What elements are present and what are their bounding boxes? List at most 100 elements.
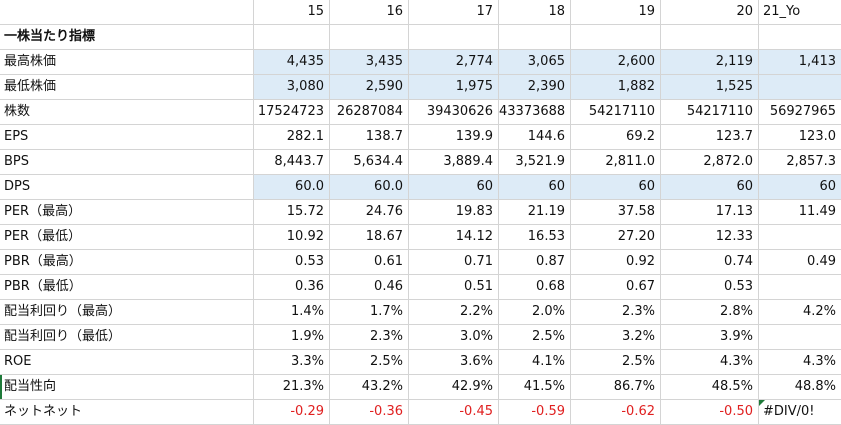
row-label[interactable]: ROE [0, 350, 254, 374]
value-cell[interactable]: 2,390 [499, 75, 571, 99]
value-cell[interactable]: 2,590 [330, 75, 409, 99]
value-cell[interactable]: -0.50 [661, 400, 759, 424]
value-cell[interactable]: -0.36 [330, 400, 409, 424]
row-label[interactable]: 配当利回り（最低） [0, 325, 254, 349]
value-cell[interactable]: -0.59 [499, 400, 571, 424]
value-cell[interactable]: 1,975 [409, 75, 499, 99]
header-cell[interactable]: 21_Yo [763, 4, 801, 19]
value-cell[interactable]: 3,065 [499, 50, 571, 74]
value-cell[interactable]: 21.19 [499, 200, 571, 224]
value-cell[interactable]: 123.0 [798, 129, 836, 144]
value-cell[interactable]: 1.7% [330, 300, 409, 324]
empty-cell[interactable] [409, 25, 499, 49]
value-cell[interactable]: 60.0 [330, 175, 409, 199]
value-cell[interactable]: 19.83 [409, 200, 499, 224]
value-cell[interactable]: 3.3% [254, 350, 330, 374]
value-cell[interactable]: 12.33 [661, 225, 759, 249]
row-label[interactable]: 最低株価 [0, 75, 254, 99]
value-cell[interactable]: 54217110 [571, 100, 661, 124]
value-cell[interactable]: 17524723 [254, 100, 330, 124]
value-cell[interactable]: 282.1 [254, 125, 330, 149]
value-cell[interactable]: 1,525 [661, 75, 759, 99]
value-cell[interactable]: 4.2% [802, 304, 836, 319]
value-cell[interactable]: 3.9% [661, 325, 759, 349]
value-cell[interactable]: 0.74 [661, 250, 759, 274]
value-cell[interactable]: 0.46 [330, 275, 409, 299]
header-cell[interactable]: 17 [409, 0, 499, 24]
value-cell[interactable]: 0.49 [807, 254, 836, 269]
value-cell[interactable]: 0.61 [330, 250, 409, 274]
empty-cell[interactable] [254, 25, 330, 49]
value-cell[interactable]: 10.92 [254, 225, 330, 249]
value-cell[interactable]: 0.67 [571, 275, 661, 299]
value-cell[interactable]: 4.3% [661, 350, 759, 374]
value-cell[interactable]: 42.9% [409, 375, 499, 399]
value-cell[interactable] [759, 225, 841, 249]
value-cell[interactable]: 2,872.0 [661, 150, 759, 174]
value-cell[interactable]: 4.3% [802, 354, 836, 369]
value-cell[interactable]: 15.72 [254, 200, 330, 224]
value-cell[interactable]: 26287084 [330, 100, 409, 124]
value-cell[interactable]: 2,811.0 [571, 150, 661, 174]
header-cell[interactable]: 16 [330, 0, 409, 24]
value-cell[interactable]: 48.5% [661, 375, 759, 399]
value-cell[interactable]: 56927965 [769, 104, 836, 119]
value-cell[interactable]: 0.36 [254, 275, 330, 299]
value-cell[interactable]: 4.1% [499, 350, 571, 374]
empty-cell[interactable] [661, 25, 759, 49]
value-cell[interactable]: 3,521.9 [499, 150, 571, 174]
row-label[interactable]: 配当性向 [0, 375, 254, 399]
value-cell[interactable]: 60 [661, 175, 759, 199]
value-cell[interactable]: 3.6% [409, 350, 499, 374]
value-cell[interactable]: 3,080 [254, 75, 330, 99]
value-cell[interactable]: 60.0 [254, 175, 330, 199]
value-cell[interactable]: 0.53 [254, 250, 330, 274]
value-cell[interactable]: 2.5% [330, 350, 409, 374]
row-label[interactable]: PBR（最低） [0, 275, 254, 299]
value-cell[interactable]: 27.20 [571, 225, 661, 249]
value-cell[interactable]: 0.71 [409, 250, 499, 274]
row-label[interactable]: DPS [0, 175, 254, 199]
value-cell[interactable]: 123.7 [661, 125, 759, 149]
value-cell[interactable]: 2.5% [571, 350, 661, 374]
value-cell[interactable]: 2,600 [571, 50, 661, 74]
value-cell[interactable]: 1,413 [759, 50, 841, 74]
row-label[interactable]: ネットネット [0, 400, 254, 424]
value-cell[interactable]: 60 [759, 175, 841, 199]
value-cell[interactable]: 1.9% [254, 325, 330, 349]
row-label[interactable]: 株数 [0, 100, 254, 124]
value-cell[interactable]: 144.6 [499, 125, 571, 149]
value-cell[interactable]: 2.0% [499, 300, 571, 324]
value-cell[interactable]: 16.53 [499, 225, 571, 249]
value-cell[interactable]: 17.13 [661, 200, 759, 224]
value-cell[interactable]: 0.92 [571, 250, 661, 274]
value-cell[interactable]: 43.2% [330, 375, 409, 399]
header-cell[interactable] [0, 0, 254, 24]
value-cell[interactable]: 2.5% [499, 325, 571, 349]
value-cell[interactable]: -0.45 [409, 400, 499, 424]
value-cell[interactable]: 11.49 [798, 204, 836, 219]
header-cell[interactable]: 19 [571, 0, 661, 24]
section-title[interactable]: 一株当たり指標 [0, 25, 254, 49]
value-cell[interactable]: 5,634.4 [330, 150, 409, 174]
value-cell[interactable] [759, 275, 841, 299]
value-cell[interactable]: 8,443.7 [254, 150, 330, 174]
value-cell[interactable]: 2.3% [330, 325, 409, 349]
value-cell[interactable]: 3.2% [571, 325, 661, 349]
value-cell[interactable]: 54217110 [661, 100, 759, 124]
header-cell[interactable]: 18 [499, 0, 571, 24]
row-label[interactable]: 配当利回り（最高） [0, 300, 254, 324]
row-label[interactable]: EPS [0, 125, 254, 149]
empty-cell[interactable] [499, 25, 571, 49]
empty-cell[interactable] [759, 25, 841, 49]
value-cell[interactable]: -0.29 [254, 400, 330, 424]
value-cell[interactable]: 2,857.3 [786, 154, 836, 169]
value-cell[interactable]: 41.5% [499, 375, 571, 399]
value-cell[interactable]: 69.2 [571, 125, 661, 149]
value-cell[interactable]: 60 [571, 175, 661, 199]
row-label[interactable]: PER（最高） [0, 200, 254, 224]
value-cell[interactable]: 2.3% [571, 300, 661, 324]
header-cell[interactable]: 15 [254, 0, 330, 24]
value-cell[interactable]: 3,889.4 [409, 150, 499, 174]
value-cell[interactable]: 60 [499, 175, 571, 199]
